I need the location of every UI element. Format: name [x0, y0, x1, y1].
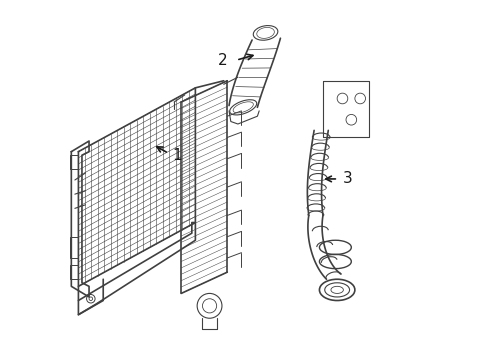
Text: 3: 3	[343, 171, 352, 186]
Circle shape	[337, 93, 348, 104]
Circle shape	[197, 293, 222, 318]
Text: 2: 2	[219, 53, 228, 68]
Circle shape	[89, 297, 93, 301]
Circle shape	[346, 114, 357, 125]
FancyBboxPatch shape	[70, 237, 78, 258]
Circle shape	[202, 299, 217, 313]
Circle shape	[87, 294, 95, 303]
FancyBboxPatch shape	[70, 265, 78, 279]
Text: 1: 1	[172, 148, 182, 163]
FancyBboxPatch shape	[70, 155, 78, 169]
Circle shape	[355, 93, 366, 104]
